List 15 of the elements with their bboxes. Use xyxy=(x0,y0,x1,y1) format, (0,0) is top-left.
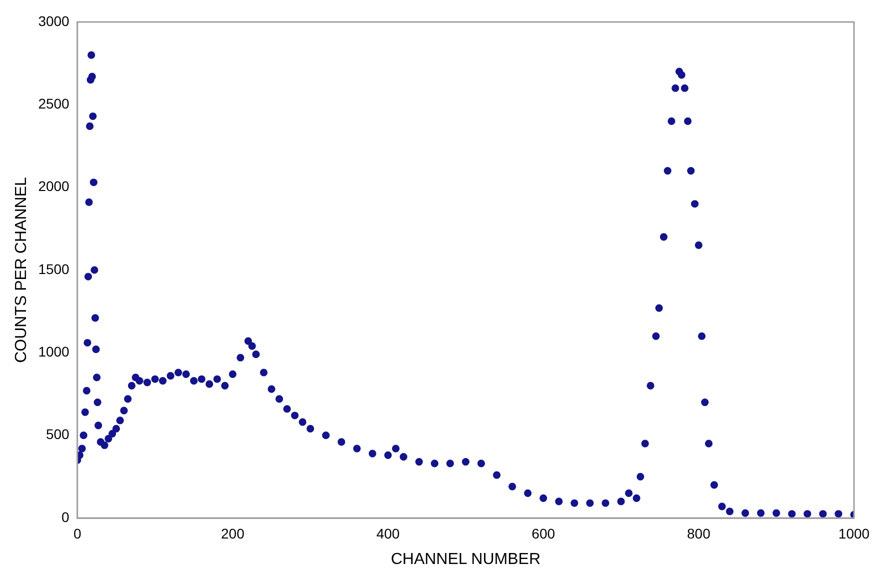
x-axis-title: CHANNEL NUMBER xyxy=(390,550,540,568)
x-tick-label: 200 xyxy=(220,525,245,542)
x-tick-label: 800 xyxy=(686,525,711,542)
y-tick-label: 3000 xyxy=(38,12,70,29)
y-tick-label: 1500 xyxy=(38,260,70,277)
x-tick-label: 0 xyxy=(73,525,82,542)
x-tick-label: 1000 xyxy=(838,525,870,542)
x-tick-label: 400 xyxy=(376,525,400,542)
y-tick-label: 0 xyxy=(62,508,70,525)
y-axis-title: COUNTS PER CHANNEL xyxy=(13,177,30,363)
y-tick-label: 1000 xyxy=(38,344,70,360)
y-tick-label: 2000 xyxy=(38,178,70,194)
y-tick-label: 500 xyxy=(46,426,70,442)
x-tick-label: 600 xyxy=(532,525,556,542)
y-tick-label: 2500 xyxy=(38,96,70,112)
